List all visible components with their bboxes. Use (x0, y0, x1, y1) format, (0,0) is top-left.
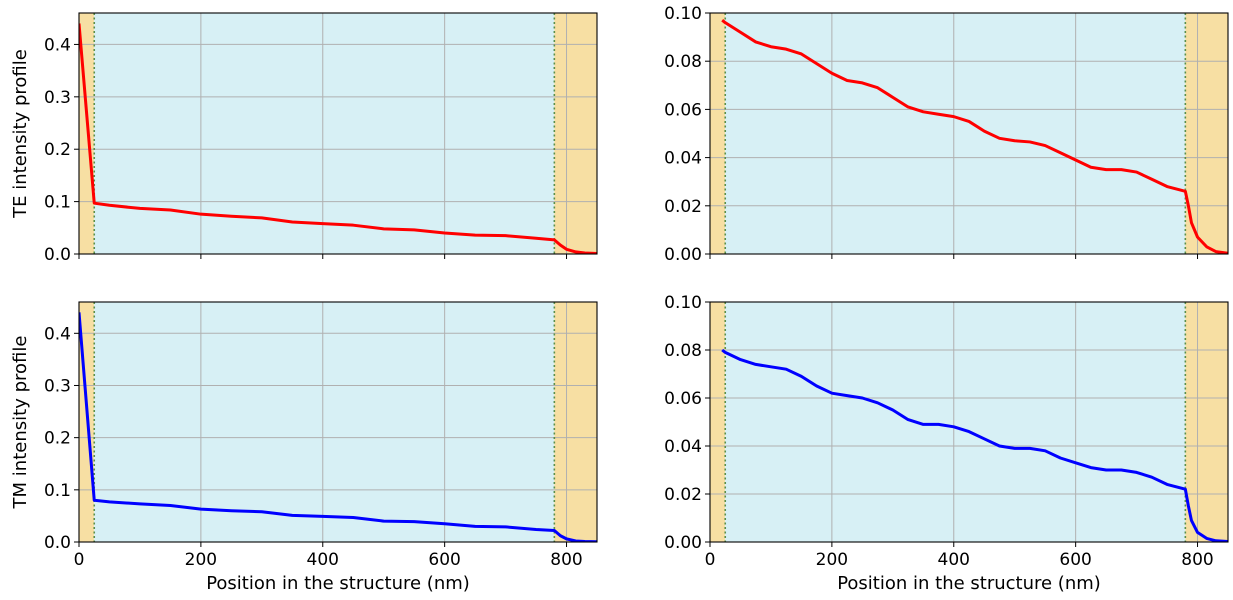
y-tick-label: 0.4 (44, 35, 71, 55)
y-tick-label: 0.06 (664, 389, 702, 409)
y-axis-label: TM intensity profile (10, 336, 31, 510)
x-axis-label: Position in the structure (nm) (206, 573, 470, 594)
core-region-1 (94, 13, 555, 254)
y-tick-label: 0.2 (44, 429, 71, 449)
x-tick-label: 600 (1059, 550, 1091, 570)
y-tick-label: 0.04 (664, 149, 702, 169)
cladding-region-0 (710, 13, 726, 254)
axes-frame (709, 301, 1229, 543)
series-line-te-zoom (721, 19, 1228, 254)
cladding-region-0 (710, 302, 726, 542)
y-tick-label: 0.10 (664, 4, 702, 24)
y-tick-label: 0.3 (44, 88, 71, 108)
cladding-region-2 (1185, 302, 1228, 542)
axes-frame (709, 12, 1229, 255)
y-tick-label: 0.10 (664, 293, 702, 313)
chart-panel-tm-full: 0 200 400 600 800 0.0 0.1 0.2 0.3 0.4 Position in … (10, 301, 598, 594)
core-region-1 (725, 13, 1186, 254)
x-tick-label: 600 (428, 550, 460, 570)
x-tick-label: 400 (307, 550, 339, 570)
y-axis-label: TE intensity profile (10, 49, 31, 219)
chart-panel-te-zoom: 0.00 0.02 0.04 0.06 0.08 0.10 (664, 4, 1229, 265)
x-tick-label: 400 (938, 550, 970, 570)
series-line-tm-full (79, 312, 597, 542)
core-region-1 (94, 302, 555, 542)
x-tick-label: 800 (1181, 550, 1213, 570)
x-axis-label: Position in the structure (nm) (837, 573, 1101, 594)
x-tick-label: 200 (185, 550, 217, 570)
y-tick-label: 0.1 (44, 481, 71, 501)
y-tick-label: 0.0 (44, 245, 71, 265)
x-tick-label: 0 (74, 550, 85, 570)
x-tick-label: 800 (550, 550, 582, 570)
y-tick-label: 0.04 (664, 437, 702, 457)
chart-panel-te-full: 0.0 0.1 0.2 0.3 0.4 TE intensity profile (10, 12, 598, 265)
y-tick-label: 0.02 (664, 197, 702, 217)
y-tick-label: 0.3 (44, 376, 71, 396)
x-tick-label: 200 (816, 550, 848, 570)
cladding-region-2 (1185, 13, 1228, 254)
cladding-region-2 (554, 302, 597, 542)
y-tick-label: 0.2 (44, 140, 71, 160)
core-region-1 (725, 302, 1186, 542)
y-tick-label: 0.1 (44, 193, 71, 213)
y-tick-label: 0.08 (664, 341, 702, 361)
axes-frame (78, 301, 598, 543)
y-tick-label: 0.08 (664, 52, 702, 72)
y-tick-label: 0.06 (664, 100, 702, 120)
y-tick-label: 0.0 (44, 533, 71, 553)
cladding-region-2 (554, 13, 597, 254)
series-line-te-full (79, 23, 597, 254)
axes-frame (78, 12, 598, 255)
y-tick-label: 0.00 (664, 245, 702, 265)
series-line-tm-zoom (721, 348, 1228, 542)
y-tick-label: 0.4 (44, 324, 71, 344)
y-tick-label: 0.00 (664, 533, 702, 553)
y-tick-label: 0.02 (664, 485, 702, 505)
chart-panel-tm-zoom: 0 200 400 600 800 0.00 0.02 0.04 0.06 0.08 0.10 Pos… (664, 293, 1229, 594)
x-tick-label: 0 (705, 550, 716, 570)
